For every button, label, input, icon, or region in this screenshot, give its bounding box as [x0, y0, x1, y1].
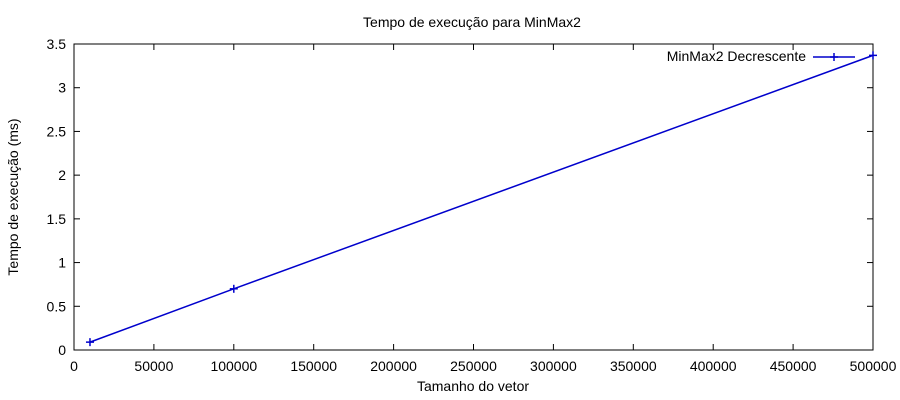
data-point	[229, 284, 238, 293]
x-tick-label: 350000	[610, 358, 657, 374]
x-tick-label: 150000	[290, 358, 337, 374]
x-tick-label: 250000	[450, 358, 497, 374]
x-tick-label: 100000	[210, 358, 257, 374]
data-point	[869, 51, 877, 60]
y-axis-label: Tempo de execução (ms)	[5, 118, 21, 275]
y-tick-label: 2	[58, 167, 66, 183]
x-tick-label: 400000	[690, 358, 737, 374]
y-tick-label: 1.5	[47, 211, 67, 227]
legend: MinMax2 Decrescente	[667, 48, 855, 64]
x-tick-label: 50000	[134, 358, 173, 374]
x-tick-label: 0	[70, 358, 78, 374]
x-tick-label: 450000	[770, 358, 817, 374]
y-tick-label: 3	[58, 80, 66, 96]
x-axis: 0 50000 100000 150000 200000 250000 300000 3500…	[70, 44, 897, 374]
x-tick-label: 500000	[850, 358, 897, 374]
chart-title: Tempo de execução para MinMax2	[363, 14, 581, 30]
y-axis: 0 0.5 1 1.5 2 2.5 3 3.5	[47, 36, 873, 358]
legend-label: MinMax2 Decrescente	[667, 48, 806, 64]
series-layer	[85, 51, 877, 347]
y-tick-label: 2.5	[47, 123, 67, 139]
x-tick-label: 200000	[370, 358, 417, 374]
y-tick-label: 1	[58, 255, 66, 271]
x-axis-label: Tamanho do vetor	[417, 378, 529, 394]
y-tick-label: 0	[58, 342, 66, 358]
series-line	[89, 54, 874, 343]
y-tick-label: 0.5	[47, 298, 67, 314]
legend-marker-plus	[830, 53, 838, 61]
y-tick-label: 3.5	[47, 36, 67, 52]
data-point	[85, 338, 94, 347]
legend-marker	[830, 53, 838, 61]
x-tick-label: 300000	[530, 358, 577, 374]
